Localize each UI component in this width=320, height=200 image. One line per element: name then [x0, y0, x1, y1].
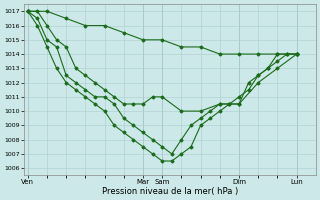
X-axis label: Pression niveau de la mer( hPa ): Pression niveau de la mer( hPa ) — [102, 187, 238, 196]
